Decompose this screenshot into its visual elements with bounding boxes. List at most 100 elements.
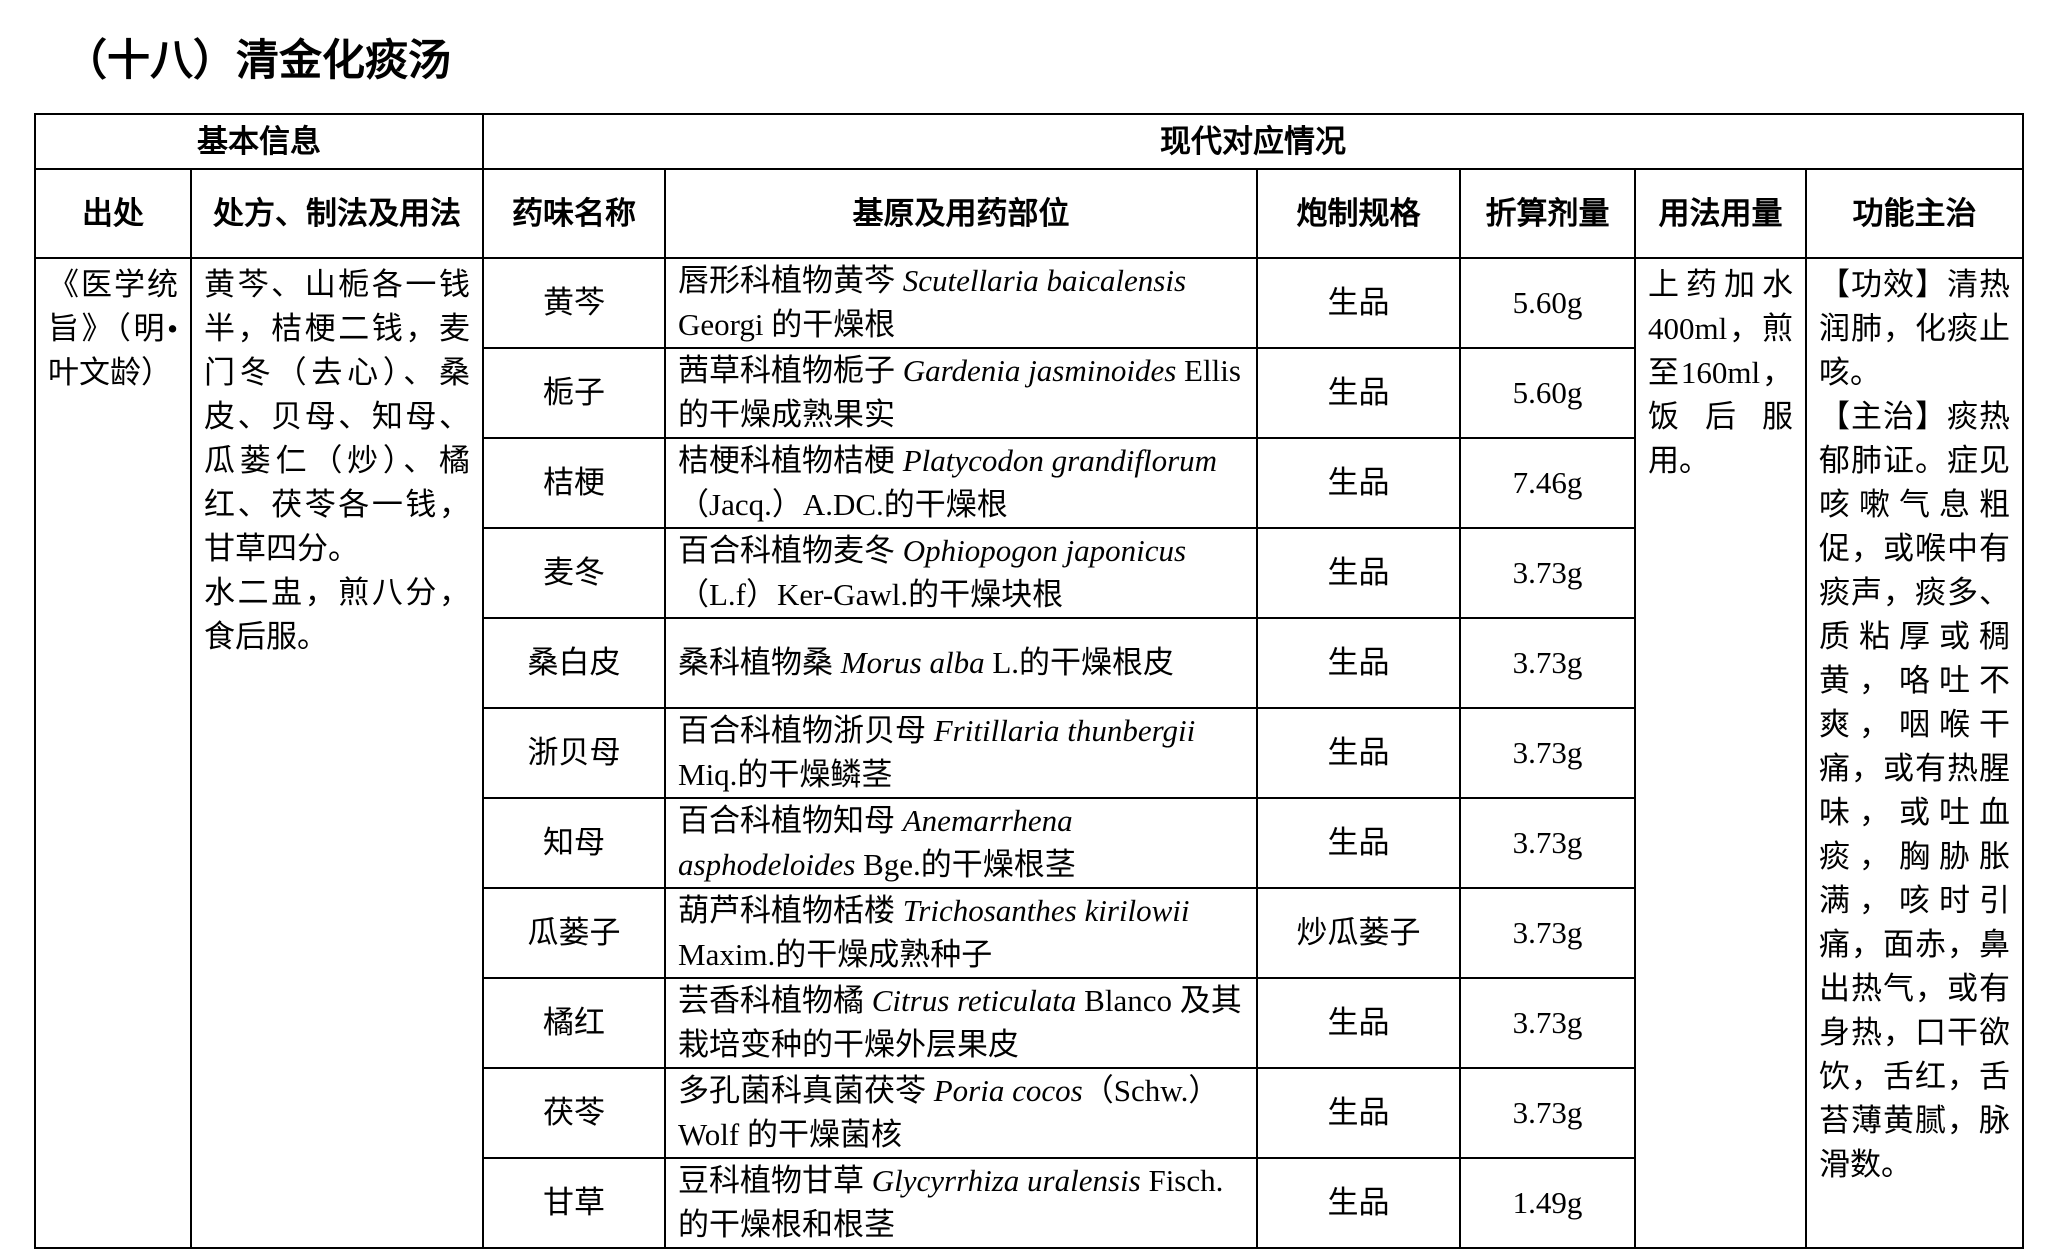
prescription-cell: 黄芩、山栀各一钱半，桔梗二钱，麦门冬（去心）、桑皮、贝母、知母、瓜蒌仁（炒）、橘… (190, 257, 484, 1249)
origin-text: （L.f）Ker-Gawl.的干燥块根 (678, 577, 1064, 612)
column-header: 用法用量 (1634, 168, 1807, 259)
origin-text: Maxim.的干燥成熟种子 (678, 937, 993, 972)
origin-text: 桑科植物桑 (678, 645, 841, 680)
header-row: 出处 处方、制法及用法 药味名称 基原及用药部位 炮制规格 折算剂量 用法用量 功能主治 (34, 168, 2025, 259)
herb-origin: 芸香科植物橘 Citrus reticulata Blanco 及其栽培变种的干… (664, 977, 1258, 1069)
origin-text: Ellis 的干燥成熟果实 (678, 353, 1241, 432)
dose: 3.73g (1459, 797, 1636, 889)
herb-row: 栀子 茜草科植物栀子 Gardenia jasminoides Ellis 的干燥… (35, 347, 2023, 439)
latin-name: Fritillaria thunbergii (933, 713, 1196, 748)
prescription-text: 水二盅，煎八分，食后服。 (204, 575, 470, 654)
latin-name: Trichosanthes kirilowii (902, 893, 1190, 928)
herb-row: 桑白皮 桑科植物桑 Morus alba L.的干燥根皮 生品 3.73g (35, 617, 2023, 709)
processing: 生品 (1256, 347, 1461, 439)
latin-name: Gardenia jasminoides (902, 353, 1177, 388)
herb-row: 浙贝母 百合科植物浙贝母 Fritillaria thunbergii Miq.的… (35, 707, 2023, 799)
origin-text: Blanco 及其栽培变种的干燥外层果皮 (678, 983, 1242, 1062)
column-header: 炮制规格 (1256, 168, 1461, 259)
processing: 炒瓜蒌子 (1256, 887, 1461, 979)
processing: 生品 (1256, 1067, 1461, 1159)
origin-text: 茜草科植物栀子 (678, 353, 903, 388)
column-header: 药味名称 (482, 168, 666, 259)
origin-text: Miq.的干燥鳞茎 (678, 757, 893, 792)
herb-origin: 葫芦科植物栝楼 Trichosanthes kirilowii Maxim.的干… (664, 887, 1258, 979)
processing: 生品 (1256, 257, 1461, 349)
latin-name: Citrus reticulata (871, 983, 1077, 1018)
origin-text: Georgi 的干燥根 (678, 307, 896, 342)
column-header: 基原及用药部位 (664, 168, 1258, 259)
herb-row: 《医学统旨》（明•叶文龄） 黄芩、山栀各一钱半，桔梗二钱，麦门冬（去心）、桑皮、贝… (34, 257, 2025, 1249)
herb-row: 茯苓 多孔菌科真菌茯苓 Poria cocos（Schw.）Wolf 的干燥菌核生… (35, 1067, 2023, 1159)
function-text: 【主治】痰热郁肺证。症见咳嗽气息粗促，或喉中有痰声，痰多、质粘厚或稠黄，咯吐不爽… (1819, 399, 2011, 1182)
herb-row: 桔梗 桔梗科植物桔梗 Platycodon grandiflorum （Jacq.）… (35, 437, 2023, 529)
herb-name: 浙贝母 (482, 707, 666, 799)
latin-name: Scutellaria baicalensis (902, 263, 1187, 298)
latin-name: Morus alba (840, 645, 985, 680)
herb-row: 瓜蒌子 葫芦科植物栝楼 Trichosanthes kirilowii Maxim… (35, 887, 2023, 979)
latin-name: Poria cocos (933, 1073, 1083, 1108)
dose: 3.73g (1459, 707, 1636, 799)
origin-text: Fisch. 的干燥根和根茎 (678, 1163, 1224, 1242)
herb-origin: 茜草科植物栀子 Gardenia jasminoides Ellis 的干燥成熟… (664, 347, 1258, 439)
prescription-text: 黄芩、山栀各一钱半，桔梗二钱，麦门冬（去心）、桑皮、贝母、知母、瓜蒌仁（炒）、橘… (204, 267, 470, 566)
herb-row: 知母 百合科植物知母 Anemarrhena asphodeloides Bge.… (35, 797, 2023, 889)
origin-text: （Schw.）Wolf 的干燥菌核 (678, 1073, 1220, 1152)
origin-text: 唇形科植物黄芩 (678, 263, 903, 298)
processing: 生品 (1256, 977, 1461, 1069)
dose: 5.60g (1459, 257, 1636, 349)
latin-name: Platycodon grandiflorum (902, 443, 1218, 478)
herb-name: 桔梗 (482, 437, 666, 529)
herb-name: 栀子 (482, 347, 666, 439)
table-body: 基本信息 现代对应情况 出处 处方、制法及用法 药味名称 基原及用药部位 炮制规格 折算剂… (34, 113, 2025, 1249)
dose: 5.60g (1459, 347, 1636, 439)
processing: 生品 (1256, 797, 1461, 889)
processing: 生品 (1256, 617, 1461, 709)
herb-row: 甘草 豆科植物甘草 Glycyrrhiza uralensis Fisch. 的干… (35, 1157, 2023, 1249)
dose: 1.49g (1459, 1157, 1636, 1249)
source-cell: 《医学统旨》（明•叶文龄） (34, 257, 192, 1249)
processing: 生品 (1256, 707, 1461, 799)
origin-text: 百合科植物知母 (678, 803, 903, 838)
dose: 3.73g (1459, 1067, 1636, 1159)
herb-origin: 桑科植物桑 Morus alba L.的干燥根皮 (664, 617, 1258, 709)
function-text: 【功效】清热润肺，化痰止咳。 (1819, 267, 2011, 390)
herb-origin: 豆科植物甘草 Glycyrrhiza uralensis Fisch. 的干燥根… (664, 1157, 1258, 1249)
dose: 3.73g (1459, 887, 1636, 979)
origin-text: Bge.的干燥根茎 (855, 847, 1076, 882)
origin-text: 芸香科植物橘 (678, 983, 872, 1018)
latin-name: Glycyrrhiza uralensis (871, 1163, 1141, 1198)
usage-cell: 上药加水400ml，煎至160ml，饭后服用。 (1634, 257, 1807, 1249)
latin-name: Anemarrhena asphodeloides (678, 803, 1073, 882)
column-header: 处方、制法及用法 (190, 168, 484, 259)
herb-origin: 唇形科植物黄芩 Scutellaria baicalensis Georgi 的… (664, 257, 1258, 349)
dose: 3.73g (1459, 527, 1636, 619)
origin-text: 葫芦科植物栝楼 (678, 893, 903, 928)
herb-name: 橘红 (482, 977, 666, 1069)
column-header: 出处 (34, 168, 192, 259)
herb-origin: 百合科植物麦冬 Ophiopogon japonicus （L.f）Ker-Gaw… (664, 527, 1258, 619)
origin-text: 百合科植物浙贝母 (678, 713, 934, 748)
herb-origin: 百合科植物浙贝母 Fritillaria thunbergii Miq.的干燥鳞… (664, 707, 1258, 799)
herb-origin: 百合科植物知母 Anemarrhena asphodeloides Bge.的干… (664, 797, 1258, 889)
processing: 生品 (1256, 437, 1461, 529)
herb-row: 橘红 芸香科植物橘 Citrus reticulata Blanco 及其栽培变种… (35, 977, 2023, 1069)
column-header: 功能主治 (1804, 168, 2025, 259)
processing: 生品 (1256, 527, 1461, 619)
header-row: 基本信息 现代对应情况 (34, 113, 2025, 170)
herb-name: 桑白皮 (482, 617, 666, 709)
origin-text: 百合科植物麦冬 (678, 533, 903, 568)
herb-name: 黄芩 (482, 257, 666, 349)
herb-origin: 桔梗科植物桔梗 Platycodon grandiflorum （Jacq.）A.… (664, 437, 1258, 529)
herb-name: 麦冬 (482, 527, 666, 619)
herb-name: 甘草 (482, 1157, 666, 1249)
header-cell: 现代对应情况 (481, 113, 2025, 170)
origin-text: 多孔菌科真菌茯苓 (678, 1073, 934, 1108)
herb-name: 瓜蒌子 (482, 887, 666, 979)
dose: 7.46g (1459, 437, 1636, 529)
processing: 生品 (1256, 1157, 1461, 1249)
herb-name: 知母 (482, 797, 666, 889)
origin-text: 豆科植物甘草 (678, 1163, 872, 1198)
function-cell: 【功效】清热润肺，化痰止咳。 【主治】痰热郁肺证。症见咳嗽气息粗促，或喉中有痰声，… (1804, 257, 2025, 1249)
column-header: 折算剂量 (1459, 168, 1636, 259)
